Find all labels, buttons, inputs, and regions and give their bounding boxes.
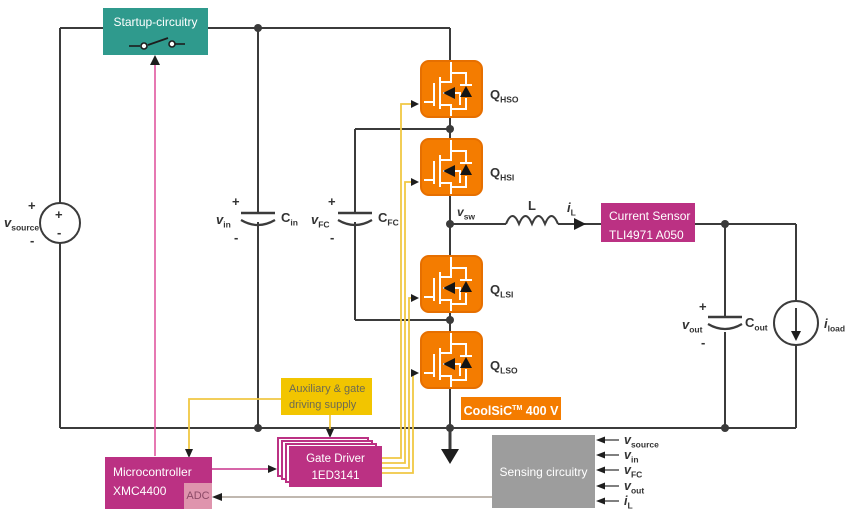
capacitor-symbols <box>240 211 743 331</box>
startup-circuitry-block: Startup-circuitry <box>103 8 208 55</box>
mosfet-icon <box>424 333 472 387</box>
gate-driver-name: Gate Driver <box>306 453 365 465</box>
vsource-label: vsource <box>4 215 40 233</box>
source-symbol-minus: - <box>57 225 62 240</box>
vin-plus: + <box>232 194 240 209</box>
cin-label: Cin <box>281 210 298 228</box>
aux-supply-block: Auxiliary & gate driving supply <box>281 378 372 415</box>
gate-driver-part: 1ED3141 <box>311 469 360 482</box>
current-sensor-name: Current Sensor <box>609 209 691 223</box>
label-qlsi: QLSI <box>490 282 514 300</box>
sensing-circuitry-block: Sensing circuitry <box>492 435 595 508</box>
vout-label: vout <box>682 317 703 335</box>
vout-minus: - <box>701 335 706 350</box>
source-symbol-plus: + <box>55 207 63 222</box>
vout-plus: + <box>699 299 707 314</box>
vsw-label: vsw <box>457 205 476 222</box>
label-qhso: QHSO <box>490 87 519 105</box>
iload-label: iload <box>824 316 846 334</box>
label-qlso: QLSO <box>490 358 518 376</box>
control-signal-wires <box>150 55 492 501</box>
aux-supply-line2: driving supply <box>289 398 357 411</box>
adc-block: ADC <box>184 483 212 509</box>
il-label: iL <box>567 200 576 218</box>
mosfet-qhsi-block <box>420 138 483 196</box>
current-sensor-block: Current Sensor TLI4971 A050 <box>601 203 695 242</box>
load-current-source-symbol <box>773 300 819 346</box>
current-sensor-part: TLI4971 A050 <box>609 227 684 242</box>
aux-supply-line1: Auxiliary & gate <box>289 383 366 395</box>
mosfet-icon <box>424 257 472 311</box>
mosfet-qlso-block <box>420 331 483 389</box>
ground-arrow <box>441 428 459 464</box>
microcontroller-part: XMC4400 <box>113 483 167 498</box>
sensing-input-stubs <box>596 436 619 505</box>
vsource-plus: + <box>28 198 36 213</box>
inductor-current-arrow <box>574 218 586 230</box>
sense-vin-label: vin <box>624 448 639 465</box>
vfc-label: vFC <box>311 212 330 230</box>
mosfet-qlsi-block <box>420 255 483 313</box>
sense-vsource-label: vsource <box>624 433 659 450</box>
inductor-label: L <box>528 198 536 213</box>
sense-vfc-label: vFC <box>624 463 643 480</box>
gate-driver-block: Gate Driver 1ED3141 <box>289 446 382 487</box>
voltage-source-symbol <box>39 202 81 244</box>
cfc-label: CFC <box>378 210 399 228</box>
startup-circuitry-label: Startup-circuitry <box>113 15 198 29</box>
mosfet-icon <box>424 62 472 116</box>
vsource-minus: - <box>30 233 35 248</box>
coolsic-badge: CoolSiCTM 400 V <box>461 397 561 420</box>
cout-label: Cout <box>745 315 768 333</box>
mosfet-qhso-block <box>420 60 483 118</box>
sense-vout-label: vout <box>624 479 645 496</box>
sense-il-label: iL <box>624 494 633 511</box>
microcontroller-name: Microcontroller <box>113 465 192 479</box>
vin-label: vin <box>216 212 231 230</box>
mosfet-icon <box>424 140 472 194</box>
junction-dots <box>254 24 729 432</box>
switch-icon <box>129 37 185 50</box>
vfc-plus: + <box>328 194 336 209</box>
vin-minus: - <box>234 230 239 245</box>
vfc-minus: - <box>330 230 335 245</box>
inductor-symbol <box>505 215 559 227</box>
label-qhsi: QHSI <box>490 165 515 183</box>
